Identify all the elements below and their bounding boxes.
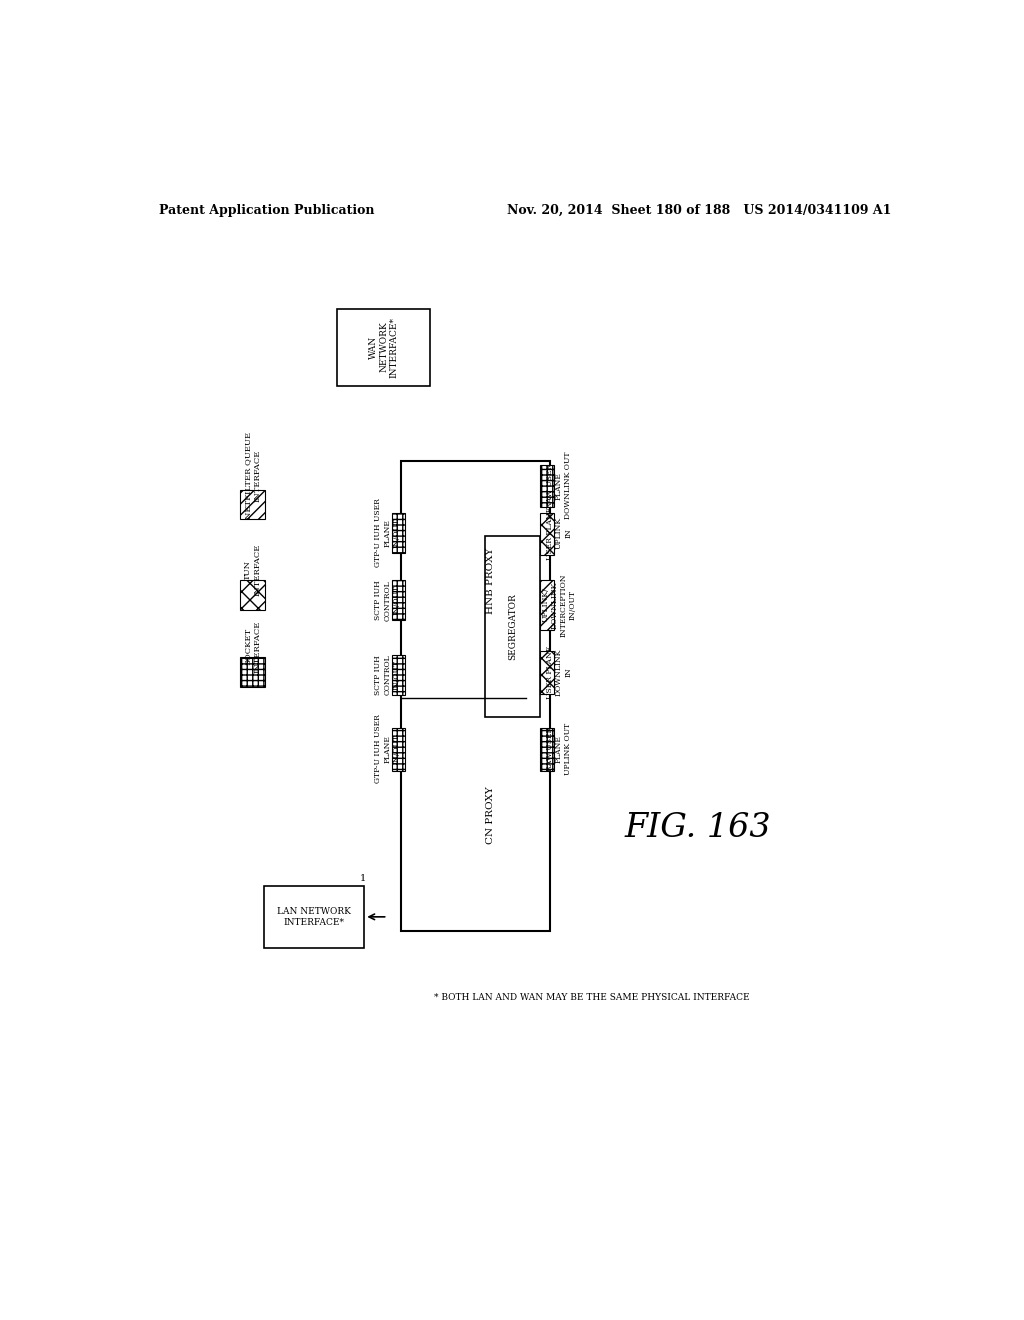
Bar xyxy=(391,581,406,620)
Bar xyxy=(241,490,265,519)
Text: Nov. 20, 2014  Sheet 180 of 188   US 2014/0341109 A1: Nov. 20, 2014 Sheet 180 of 188 US 2014/0… xyxy=(507,205,891,218)
Bar xyxy=(391,729,406,771)
Bar xyxy=(391,512,406,553)
Text: GTP-U IUH USER
PLANE
IN/OUT: GTP-U IUH USER PLANE IN/OUT xyxy=(375,714,400,784)
Text: 1: 1 xyxy=(359,874,366,883)
Bar xyxy=(400,461,550,931)
Text: WAN
NETWORK
INTERFACE*: WAN NETWORK INTERFACE* xyxy=(369,317,398,378)
Text: SEGREGATOR: SEGREGATOR xyxy=(508,593,517,660)
Text: * BOTH LAN AND WAN MAY BE THE SAME PHYSICAL INTERFACE: * BOTH LAN AND WAN MAY BE THE SAME PHYSI… xyxy=(434,993,750,1002)
Text: USER PLANE
DOWNLINK
IN: USER PLANE DOWNLINK IN xyxy=(546,645,572,698)
Text: SCTP IUH
CONTROL
IN/OUT: SCTP IUH CONTROL IN/OUT xyxy=(375,579,400,620)
Text: RAW USER
PLANE
DOWNLINK OUT: RAW USER PLANE DOWNLINK OUT xyxy=(546,451,572,519)
Text: FIG. 163: FIG. 163 xyxy=(624,812,771,845)
Text: HNB PROXY: HNB PROXY xyxy=(486,548,496,614)
Text: TUN
INTERFACE: TUN INTERFACE xyxy=(244,544,261,595)
Bar xyxy=(541,729,554,771)
Bar xyxy=(391,655,406,696)
Text: SOCKET
INTERFACE: SOCKET INTERFACE xyxy=(244,620,261,673)
Text: SCTP IUH
CONTROL
IN/OUT: SCTP IUH CONTROL IN/OUT xyxy=(375,655,400,696)
Bar xyxy=(541,465,554,507)
Text: CN PROXY: CN PROXY xyxy=(486,787,496,843)
Bar xyxy=(541,512,554,554)
Text: GTP-U IUH USER
PLANE
IN/OUT: GTP-U IUH USER PLANE IN/OUT xyxy=(375,498,400,568)
Text: RAW USER
PLANE
UPLINK OUT: RAW USER PLANE UPLINK OUT xyxy=(546,723,572,775)
Bar xyxy=(541,581,554,631)
Bar xyxy=(337,309,430,385)
Bar xyxy=(241,581,265,610)
Text: USER PLANE
UPLINK
IN: USER PLANE UPLINK IN xyxy=(546,507,572,560)
Text: Patent Application Publication: Patent Application Publication xyxy=(159,205,375,218)
Bar xyxy=(484,536,541,717)
Bar xyxy=(541,651,554,693)
Bar xyxy=(263,886,365,948)
Text: NETFILTER QUEUE
INTERFACE: NETFILTER QUEUE INTERFACE xyxy=(244,432,261,519)
Text: UPLINK/
DOWNLINK
INTERCEPTION
IN/OUT: UPLINK/ DOWNLINK INTERCEPTION IN/OUT xyxy=(541,573,577,636)
Bar xyxy=(241,657,265,686)
Text: LAN NETWORK
INTERFACE*: LAN NETWORK INTERFACE* xyxy=(278,907,351,927)
